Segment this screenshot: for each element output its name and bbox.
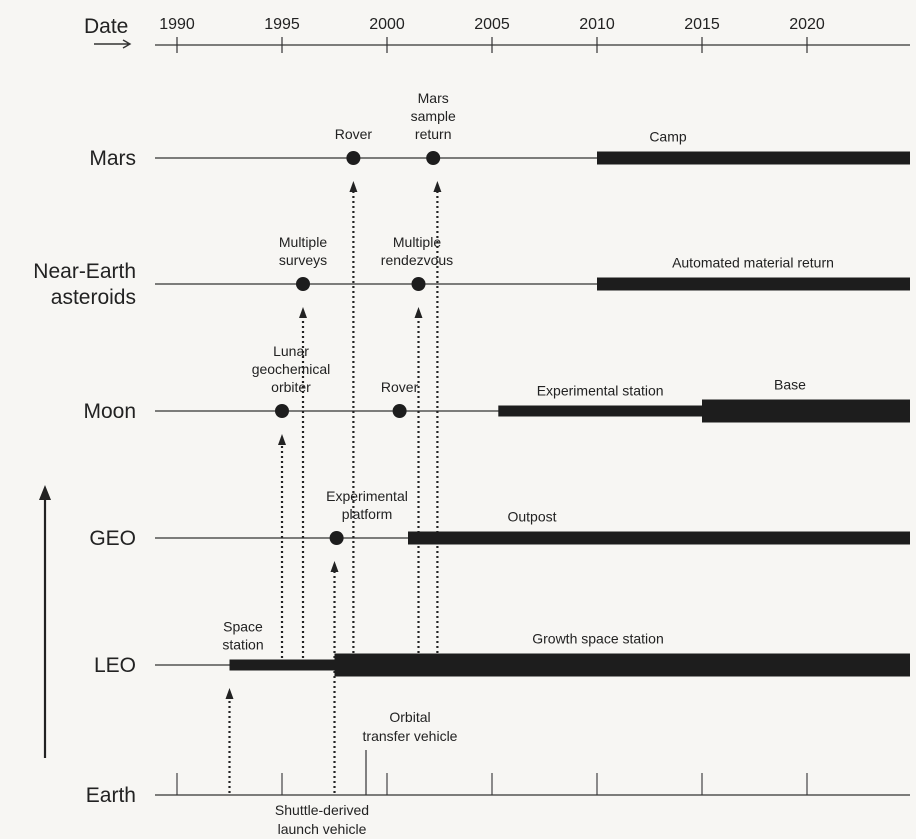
milestone-dot [426,151,441,165]
dependency-arrowhead [299,307,307,318]
milestone-label-line: orbiter [271,379,311,395]
milestone-label-line: Rover [335,126,373,142]
milestone-label-line: Multiple [393,234,441,250]
date-axis: 1990 1995 2000 2005 2010 2015 2020 [155,16,910,53]
milestone-label-line: platform [342,506,393,522]
milestone-label-line: surveys [279,252,327,268]
milestone-label-line: sample [411,108,456,124]
launch-system-label-line: Orbital [389,709,430,725]
dependency-arrowhead [278,434,286,445]
date-axis-title-text: Date [84,15,128,38]
dependency-arrowhead [225,688,234,699]
row-label-nea-line: Near-Earth [33,260,136,283]
phase-bar-label: Space station [222,619,263,653]
phase-bar-mars [597,151,910,165]
phase-bar-label: Experimental station [537,383,664,399]
phase-bar-label-line: Space [223,619,263,635]
phase-bar-leo [229,659,335,671]
phase-bars: Camp Automated material return Experimenta… [222,129,910,677]
date-axis-title: Date [84,15,132,49]
milestone-dot [346,151,361,165]
phase-bar-label-line: Growth space station [532,631,664,647]
milestone-label: Lunar geochemical orbiter [252,343,331,395]
milestone-dot [411,277,426,291]
phase-bar-nea [597,277,910,291]
milestone-dot [392,404,407,418]
milestone-dot [329,531,344,545]
up-arrow-icon [39,485,51,500]
milestone-label-line: Multiple [279,234,327,250]
milestone-label-line: Mars [418,90,449,106]
milestone-label: Rover [335,126,373,142]
milestone-label-line: Experimental [326,488,408,504]
phase-bar-label: Automated material return [672,255,834,271]
row-label-geo: GEO [89,527,136,550]
row-label-leo: LEO [94,654,136,677]
milestone-dot [275,404,289,418]
date-axis-tick-label: 2010 [579,16,615,33]
milestone-label: Rover [381,379,419,395]
phase-bar-label-line: Experimental station [537,383,664,399]
phase-bar-label: Growth space station [532,631,664,647]
milestone-label-line: geochemical [252,361,331,377]
row-label-mars: Mars [89,147,136,170]
phase-bar-label-line: Automated material return [672,255,834,271]
row-label-moon: Moon [83,400,136,423]
milestone-label-line: rendezvous [381,252,453,268]
phase-bar-label-line: station [222,637,263,653]
phase-bar-label-line: Outpost [507,509,556,525]
phase-bar-label: Outpost [507,509,556,525]
phase-bar-label-line: Base [774,377,806,393]
launch-system-label-line: Shuttle-derived [275,802,369,818]
milestone-label-line: Rover [381,379,419,395]
milestone-label: Mars sample return [411,90,456,142]
date-axis-tick-label: 2000 [369,16,405,33]
row-label-mars-line: Mars [89,147,136,170]
launch-system-label-line: launch vehicle [278,821,367,837]
dependency-arrowhead [349,181,358,192]
date-axis-tick-label: 2020 [789,16,825,33]
launch-system-label-line: transfer vehicle [363,728,458,744]
dependency-links [225,181,442,793]
row-label-nea-line: asteroids [51,286,136,309]
phase-bar-moon [498,405,702,417]
date-axis-tick-label: 1990 [159,16,195,33]
earth-launch-systems: Shuttle-derived launch vehicle Orbital tran… [176,709,808,837]
row-label-earth: Earth [86,784,136,807]
milestone-dot [296,277,310,291]
phase-bar-label-line: Camp [649,129,687,145]
date-axis-tick-label: 2005 [474,16,510,33]
milestone-label-line: return [415,126,452,142]
launch-system-label: Orbital transfer vehicle [363,709,458,744]
row-label-earth-line: Earth [86,784,136,807]
dependency-arrowhead [330,561,339,572]
row-label-moon-line: Moon [83,400,136,423]
date-axis-tick-label: 2015 [684,16,720,33]
milestone-label-line: Lunar [273,343,309,359]
dependency-arrowhead [433,181,442,192]
phase-bar-moon [702,399,910,423]
phase-bar-leo [334,653,910,677]
phase-bar-label: Base [774,377,806,393]
date-direction-arrow-icon [94,39,132,49]
phase-bar-geo [408,531,910,545]
launch-system-label: Shuttle-derived launch vehicle [275,802,369,837]
dependency-arrowhead [414,307,423,318]
progression-arrow [39,485,51,758]
row-label-nea: Near-Earth asteroids [33,260,136,309]
milestone-label: Multiple surveys [279,234,327,268]
milestone-label: Experimental platform [326,488,408,522]
row-label-leo-line: LEO [94,654,136,677]
phase-bar-label: Camp [649,129,687,145]
date-axis-tick-label: 1995 [264,16,300,33]
row-lines: Mars Near-Earth asteroids Moon GEO LEO Earth [33,147,910,807]
row-label-geo-line: GEO [89,527,136,550]
milestone-label: Multiple rendezvous [381,234,453,268]
